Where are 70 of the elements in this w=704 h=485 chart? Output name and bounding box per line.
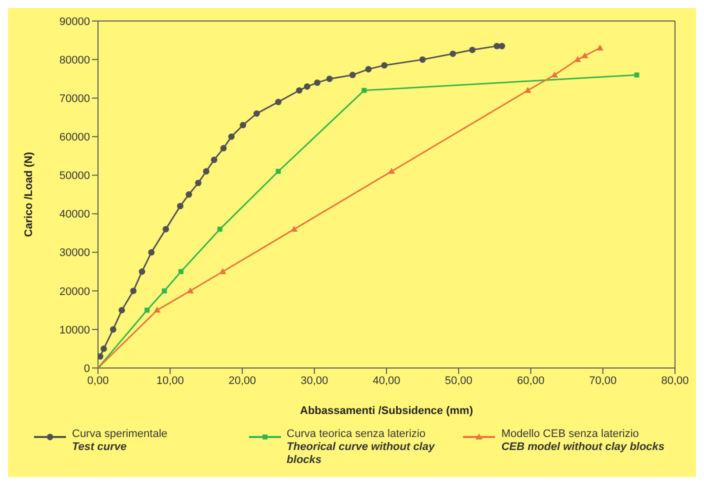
y-tick-label: 70000 xyxy=(59,93,90,106)
point xyxy=(469,46,476,54)
y-axis-title: Carico /Load (N) xyxy=(22,152,35,237)
point xyxy=(524,86,532,93)
y-tick-label: 40000 xyxy=(59,208,90,221)
point xyxy=(144,308,150,313)
point xyxy=(574,56,582,62)
point xyxy=(177,202,184,210)
point xyxy=(275,98,282,106)
point xyxy=(220,145,227,152)
y-tick-label: 50000 xyxy=(59,170,90,182)
point xyxy=(365,66,372,72)
point xyxy=(290,226,298,232)
point xyxy=(162,226,169,232)
legend-label: Curva sperimentale Test curve xyxy=(72,428,168,454)
x-tick-label: 10,00 xyxy=(156,374,184,387)
y-tick-label: 20000 xyxy=(59,286,90,298)
y-tick-label: 60000 xyxy=(59,132,90,144)
point xyxy=(349,72,356,78)
legend-label: Curva teorica senza laterizio Theorical curve without clay blocks xyxy=(286,428,436,467)
x-tick-label: 40,00 xyxy=(372,374,400,387)
x-tick-label: 20,00 xyxy=(228,374,256,387)
point xyxy=(219,268,226,274)
point xyxy=(130,288,137,294)
point xyxy=(498,42,506,50)
x-tick-label: 30,00 xyxy=(300,374,328,387)
point xyxy=(195,180,202,186)
point xyxy=(138,268,146,275)
x-axis-title: Abbassamenti /Subsidence (mm) xyxy=(300,405,474,417)
point xyxy=(304,83,310,90)
point xyxy=(210,156,218,163)
point xyxy=(551,71,558,78)
x-tick-label: 60,00 xyxy=(516,374,545,387)
point xyxy=(240,122,246,128)
y-tick-label: 90000 xyxy=(59,16,90,28)
point xyxy=(314,79,320,86)
y-tick-label: 30000 xyxy=(59,247,90,260)
point xyxy=(202,168,210,175)
point xyxy=(110,326,116,333)
point xyxy=(217,226,222,232)
point xyxy=(186,287,194,294)
point xyxy=(98,353,104,360)
x-tick-label: 0,00 xyxy=(87,374,109,387)
point xyxy=(388,168,396,174)
x-tick-label: 70,00 xyxy=(589,374,617,387)
point xyxy=(162,288,167,294)
y-tick-label: 10000 xyxy=(59,324,90,336)
point xyxy=(362,88,367,93)
point xyxy=(148,249,155,256)
point xyxy=(178,269,184,274)
y-tick-label: 0 xyxy=(84,362,90,375)
point xyxy=(450,50,456,57)
point xyxy=(100,346,107,352)
x-tick-label: 80,00 xyxy=(661,374,689,387)
point xyxy=(596,44,604,50)
legend-label: Modello CEB senza laterizio CEB model without clay blocks xyxy=(501,428,666,454)
point xyxy=(634,72,640,78)
point xyxy=(326,76,333,82)
point xyxy=(228,133,235,140)
point xyxy=(118,306,125,314)
point xyxy=(154,306,161,313)
point xyxy=(276,168,281,174)
y-tick-label: 80000 xyxy=(59,54,90,66)
point xyxy=(253,110,260,117)
x-tick-label: 50,00 xyxy=(444,374,472,387)
point xyxy=(419,56,426,63)
point xyxy=(581,52,588,58)
point xyxy=(381,62,388,69)
point xyxy=(296,87,302,94)
point xyxy=(186,191,192,198)
